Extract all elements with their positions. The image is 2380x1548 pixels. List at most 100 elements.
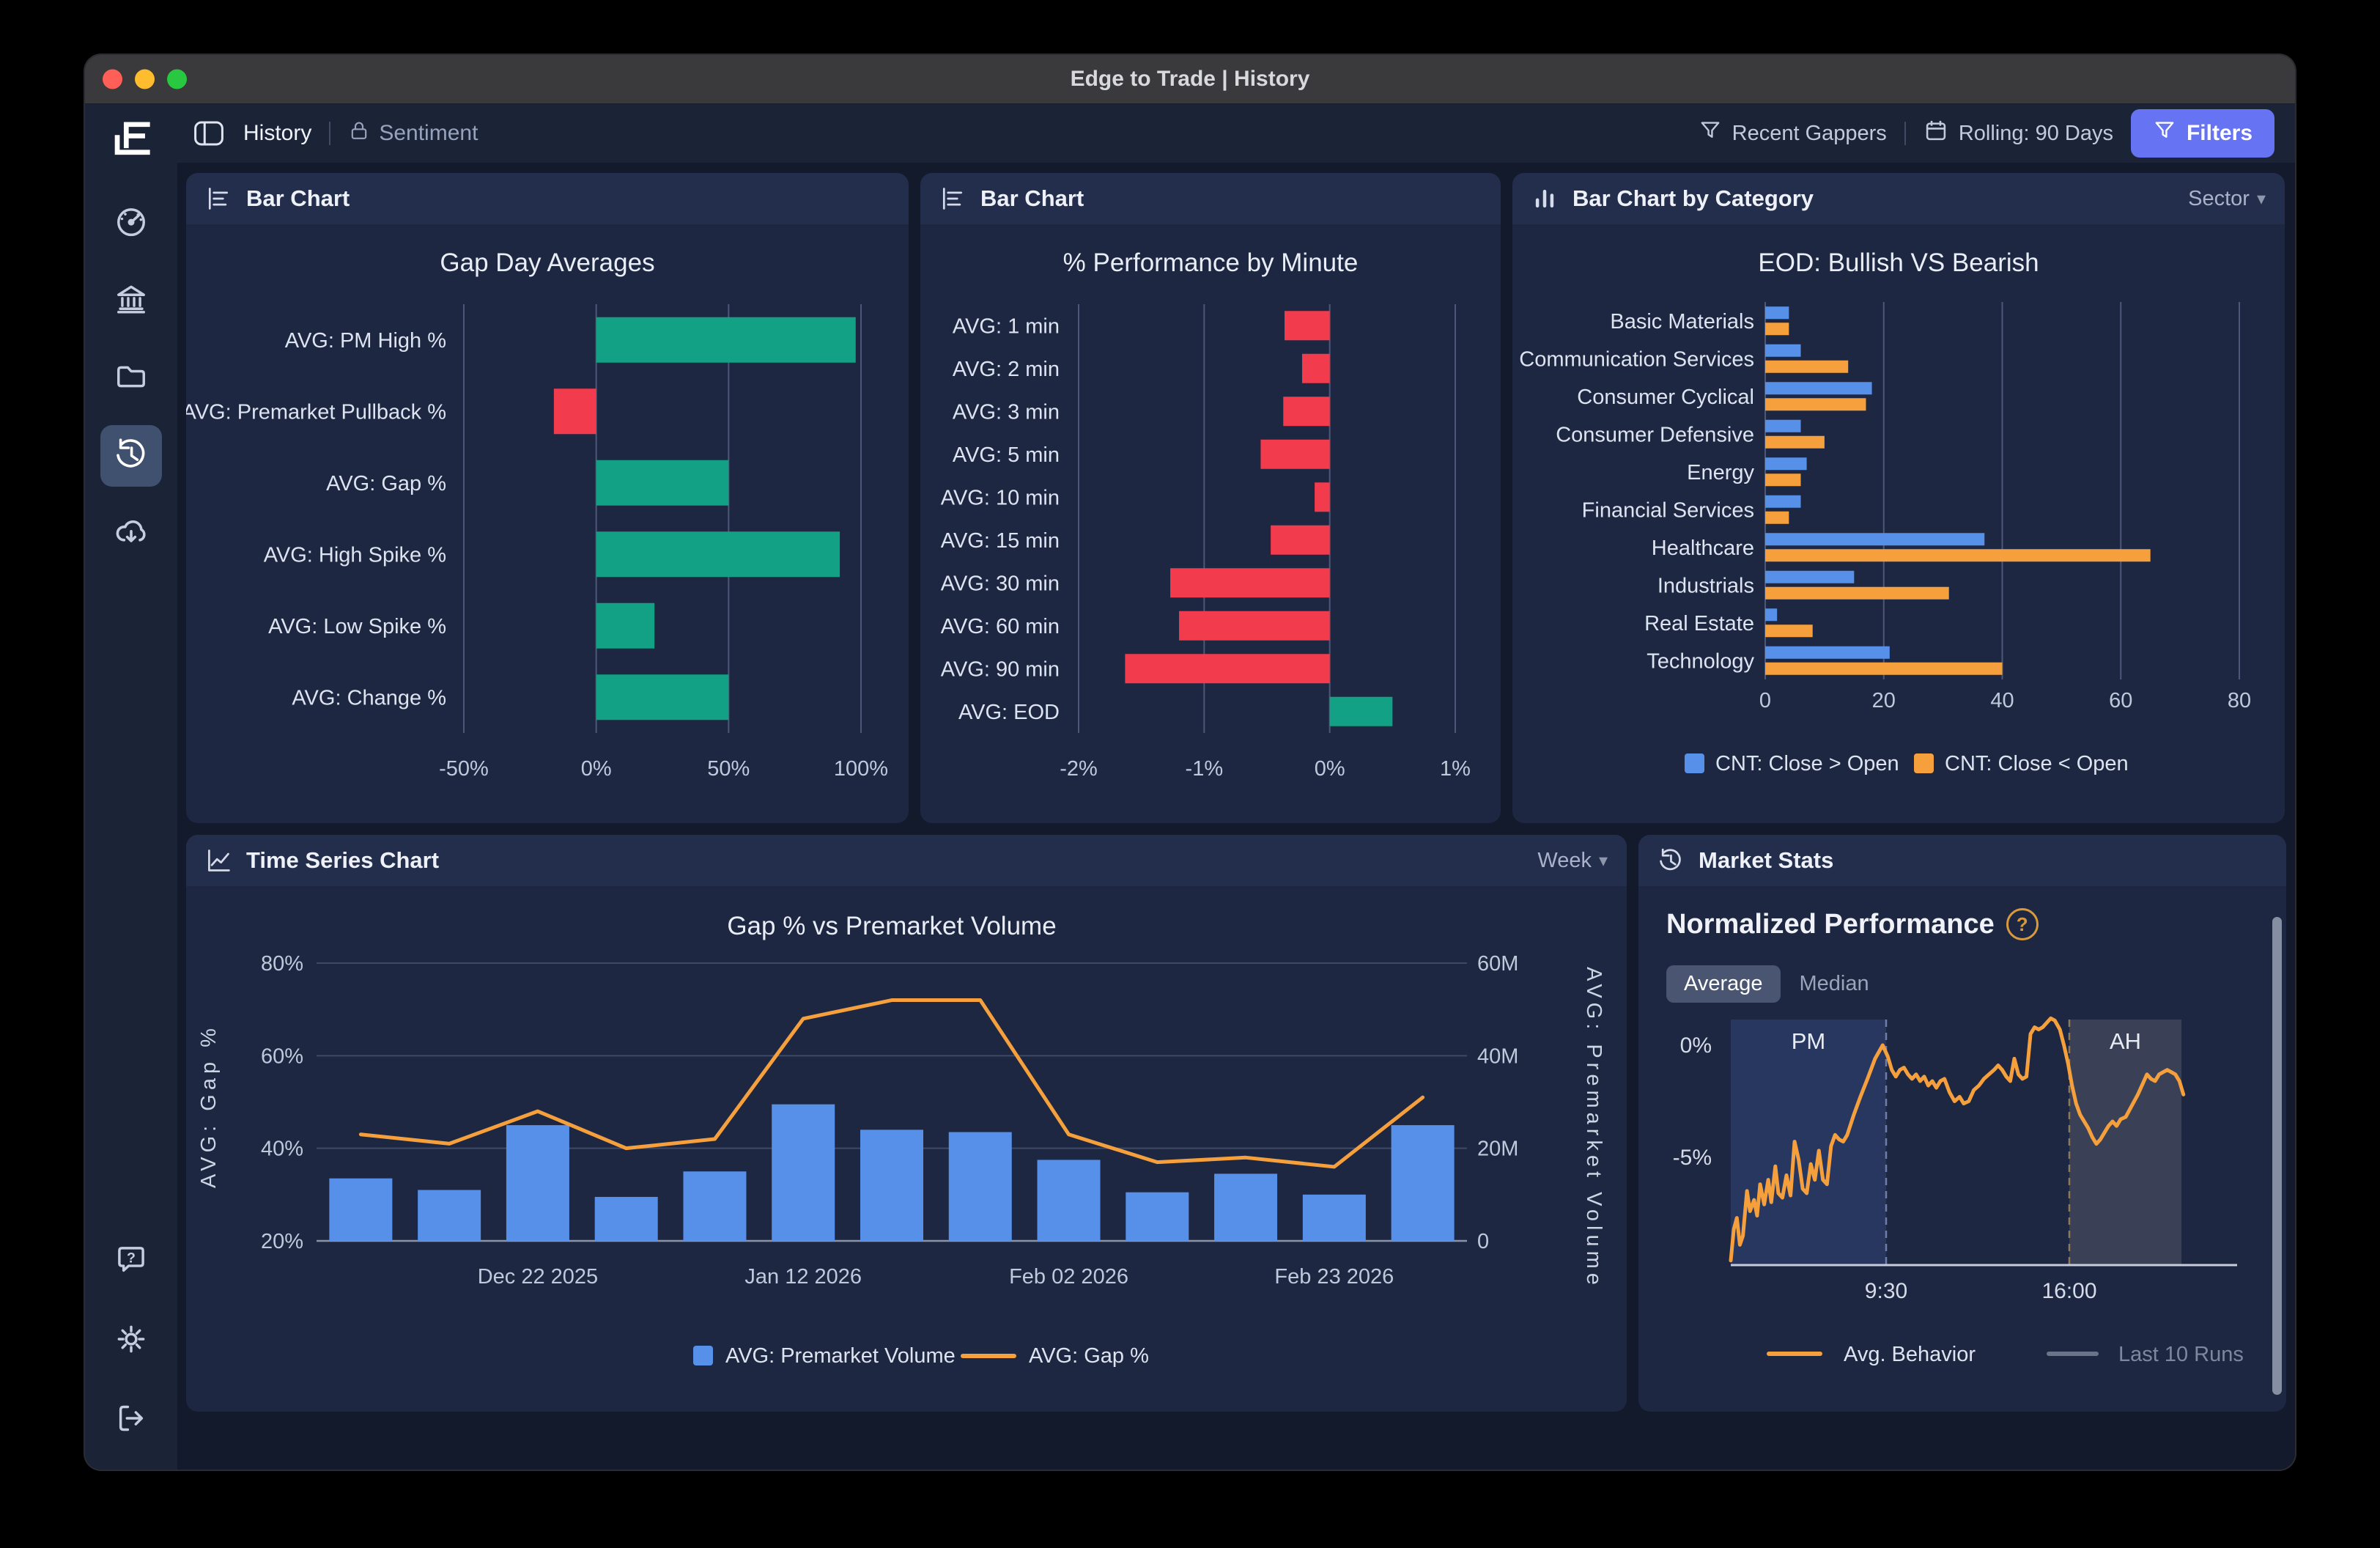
svg-text:AVG: 10 min: AVG: 10 min [941, 486, 1060, 509]
cloud-download-icon [114, 515, 149, 553]
window-titlebar: Edge to Trade | History [85, 55, 2295, 104]
sidebar-toggle-button[interactable] [192, 117, 226, 150]
svg-text:Basic Materials: Basic Materials [1610, 310, 1754, 333]
svg-text:AVG: EOD: AVG: EOD [958, 701, 1060, 724]
panel-performance-by-minute: Bar Chart % Performance by Minute -2% -1% 0… [920, 173, 1501, 823]
svg-text:AH: AH [2110, 1028, 2141, 1054]
panel-time-series: Time Series Chart Week ▾ Gap % vs Premark… [186, 835, 1627, 1412]
svg-text:AVG: 1 min: AVG: 1 min [953, 314, 1060, 338]
logout-icon [114, 1401, 148, 1439]
svg-text:80: 80 [2228, 689, 2251, 712]
bar-chart-horizontal-icon [205, 185, 232, 212]
svg-text:CNT: Close < Open: CNT: Close < Open [1945, 752, 2129, 775]
help-circle-icon[interactable]: ? [2006, 908, 2039, 940]
svg-text:Feb 02 2026: Feb 02 2026 [1009, 1265, 1128, 1289]
tab-sentiment[interactable]: Sentiment [348, 119, 478, 147]
recent-gappers-button[interactable]: Recent Gappers [1699, 119, 1887, 148]
sidebar-item-settings[interactable] [100, 1310, 162, 1371]
sidebar-item-bank[interactable] [100, 270, 162, 331]
panel-header: Bar Chart [186, 173, 909, 224]
svg-text:40: 40 [1990, 689, 2014, 712]
svg-text:AVG: 30 min: AVG: 30 min [941, 572, 1060, 595]
svg-text:% Performance by Minute: % Performance by Minute [1063, 248, 1359, 277]
zoom-window-button[interactable] [167, 69, 187, 89]
chevron-down-icon: ▾ [1598, 850, 1608, 871]
svg-text:AVG: PM High %: AVG: PM High % [285, 329, 446, 353]
svg-text:AVG: 15 min: AVG: 15 min [941, 529, 1060, 553]
svg-text:1%: 1% [1440, 757, 1471, 781]
panel-body: Gap % vs Premarket Volume 20% 0 40% 20M 60% 40… [186, 886, 1627, 1412]
svg-text:AVG: High Spike %: AVG: High Spike % [264, 543, 446, 567]
toggle-median[interactable]: Median [1799, 972, 1869, 995]
minimize-window-button[interactable] [135, 69, 155, 89]
svg-text:AVG: 5 min: AVG: 5 min [953, 443, 1060, 467]
toggle-average[interactable]: Average [1666, 965, 1781, 1003]
nav-divider [329, 122, 331, 145]
rolling-range-button[interactable]: Rolling: 90 Days [1923, 118, 2113, 149]
svg-text:AVG: Gap %: AVG: Gap % [326, 472, 446, 495]
panel-bar-chart-by-category: Bar Chart by Category Sector ▾ EOD: Bulli… [1512, 173, 2285, 823]
sector-dropdown[interactable]: Sector ▾ [2188, 186, 2266, 210]
help-chat-icon: ? [114, 1243, 148, 1280]
svg-text:Communication Services: Communication Services [1519, 347, 1754, 371]
svg-text:Financial Services: Financial Services [1582, 498, 1754, 522]
sidebar-item-dashboard[interactable] [100, 192, 162, 254]
sidebar-item-downloads[interactable] [100, 503, 162, 564]
bar-chart-vertical-icon [1531, 185, 1558, 212]
close-window-button[interactable] [103, 69, 122, 89]
tab-history[interactable]: History [243, 121, 312, 145]
panel-scrollbar[interactable] [2272, 917, 2282, 1395]
history-icon [1658, 847, 1684, 874]
funnel-icon [1699, 119, 1722, 148]
svg-text:AVG: 3 min: AVG: 3 min [953, 400, 1060, 424]
svg-text:AVG: Premarket Pullback %: AVG: Premarket Pullback % [186, 400, 446, 424]
filters-button[interactable]: Filters [2130, 109, 2274, 158]
panel-header: Market Stats [1638, 835, 2286, 886]
svg-text:0%: 0% [581, 757, 612, 781]
svg-text:20: 20 [1872, 689, 1896, 712]
normalized-performance-chart: PM AH 0% -5% 9:30 16:00 Avg. Behavior Last 10 R… [1673, 1016, 2244, 1366]
svg-text:AVG: 90 min: AVG: 90 min [941, 657, 1060, 681]
history-icon [114, 437, 149, 476]
sidebar-item-history[interactable] [100, 425, 162, 487]
svg-text:EOD: Bullish VS Bearish: EOD: Bullish VS Bearish [1758, 248, 2039, 277]
svg-text:40%: 40% [261, 1138, 303, 1161]
sidebar-item-files[interactable] [100, 347, 162, 409]
svg-text:AVG: Change %: AVG: Change % [292, 686, 446, 710]
svg-text:AVG: 60 min: AVG: 60 min [941, 615, 1060, 638]
panel-body: Normalized Performance ? Average Median … [1638, 886, 2286, 1412]
svg-text:Last 10 Runs: Last 10 Runs [2118, 1343, 2244, 1366]
svg-text:80%: 80% [261, 952, 303, 976]
panel-header: Bar Chart [920, 173, 1501, 224]
sidebar-item-help[interactable]: ? [100, 1231, 162, 1292]
panel-title: Market Stats [1699, 847, 1834, 873]
svg-text:Real Estate: Real Estate [1644, 612, 1754, 635]
svg-text:Jan 12 2026: Jan 12 2026 [744, 1265, 862, 1289]
lock-icon [348, 119, 370, 147]
app-logo-icon[interactable] [110, 110, 152, 170]
main-area: History Sentiment Recent Gappers Rolling… [177, 104, 2295, 1470]
svg-text:Dec 22 2025: Dec 22 2025 [478, 1265, 598, 1289]
panel-title: Bar Chart [980, 185, 1084, 211]
svg-text:AVG: Gap %: AVG: Gap % [197, 1024, 221, 1188]
svg-text:9:30: 9:30 [1865, 1279, 1907, 1303]
svg-text:PM: PM [1792, 1028, 1826, 1054]
dashboard-gauge-icon [114, 204, 148, 242]
svg-text:20%: 20% [261, 1230, 303, 1253]
svg-text:AVG: Gap %: AVG: Gap % [1029, 1344, 1149, 1368]
performance-by-minute-chart: % Performance by Minute -2% -1% 0% 1% AVG: 1 … [941, 248, 1471, 781]
calendar-icon [1923, 118, 1948, 149]
svg-text:AVG: Low Spike %: AVG: Low Spike % [268, 615, 446, 638]
sidebar-item-logout[interactable] [100, 1389, 162, 1451]
svg-text:16:00: 16:00 [2041, 1279, 2096, 1303]
bullish-vs-bearish-chart: EOD: Bullish VS Bearish 0 20 40 60 80 Basic Ma… [1519, 248, 2251, 775]
sidebar: ? [85, 104, 177, 1470]
svg-text:-1%: -1% [1186, 757, 1224, 781]
app-window: Edge to Trade | History [85, 55, 2295, 1470]
svg-text:0%: 0% [1680, 1033, 1712, 1058]
panel-body: Gap Day Averages -50% 0% 50% 100% AVG: PM Hig… [186, 224, 909, 823]
svg-text:?: ? [127, 1250, 136, 1266]
svg-text:Gap Day Averages: Gap Day Averages [440, 248, 654, 277]
week-dropdown[interactable]: Week ▾ [1537, 848, 1608, 872]
